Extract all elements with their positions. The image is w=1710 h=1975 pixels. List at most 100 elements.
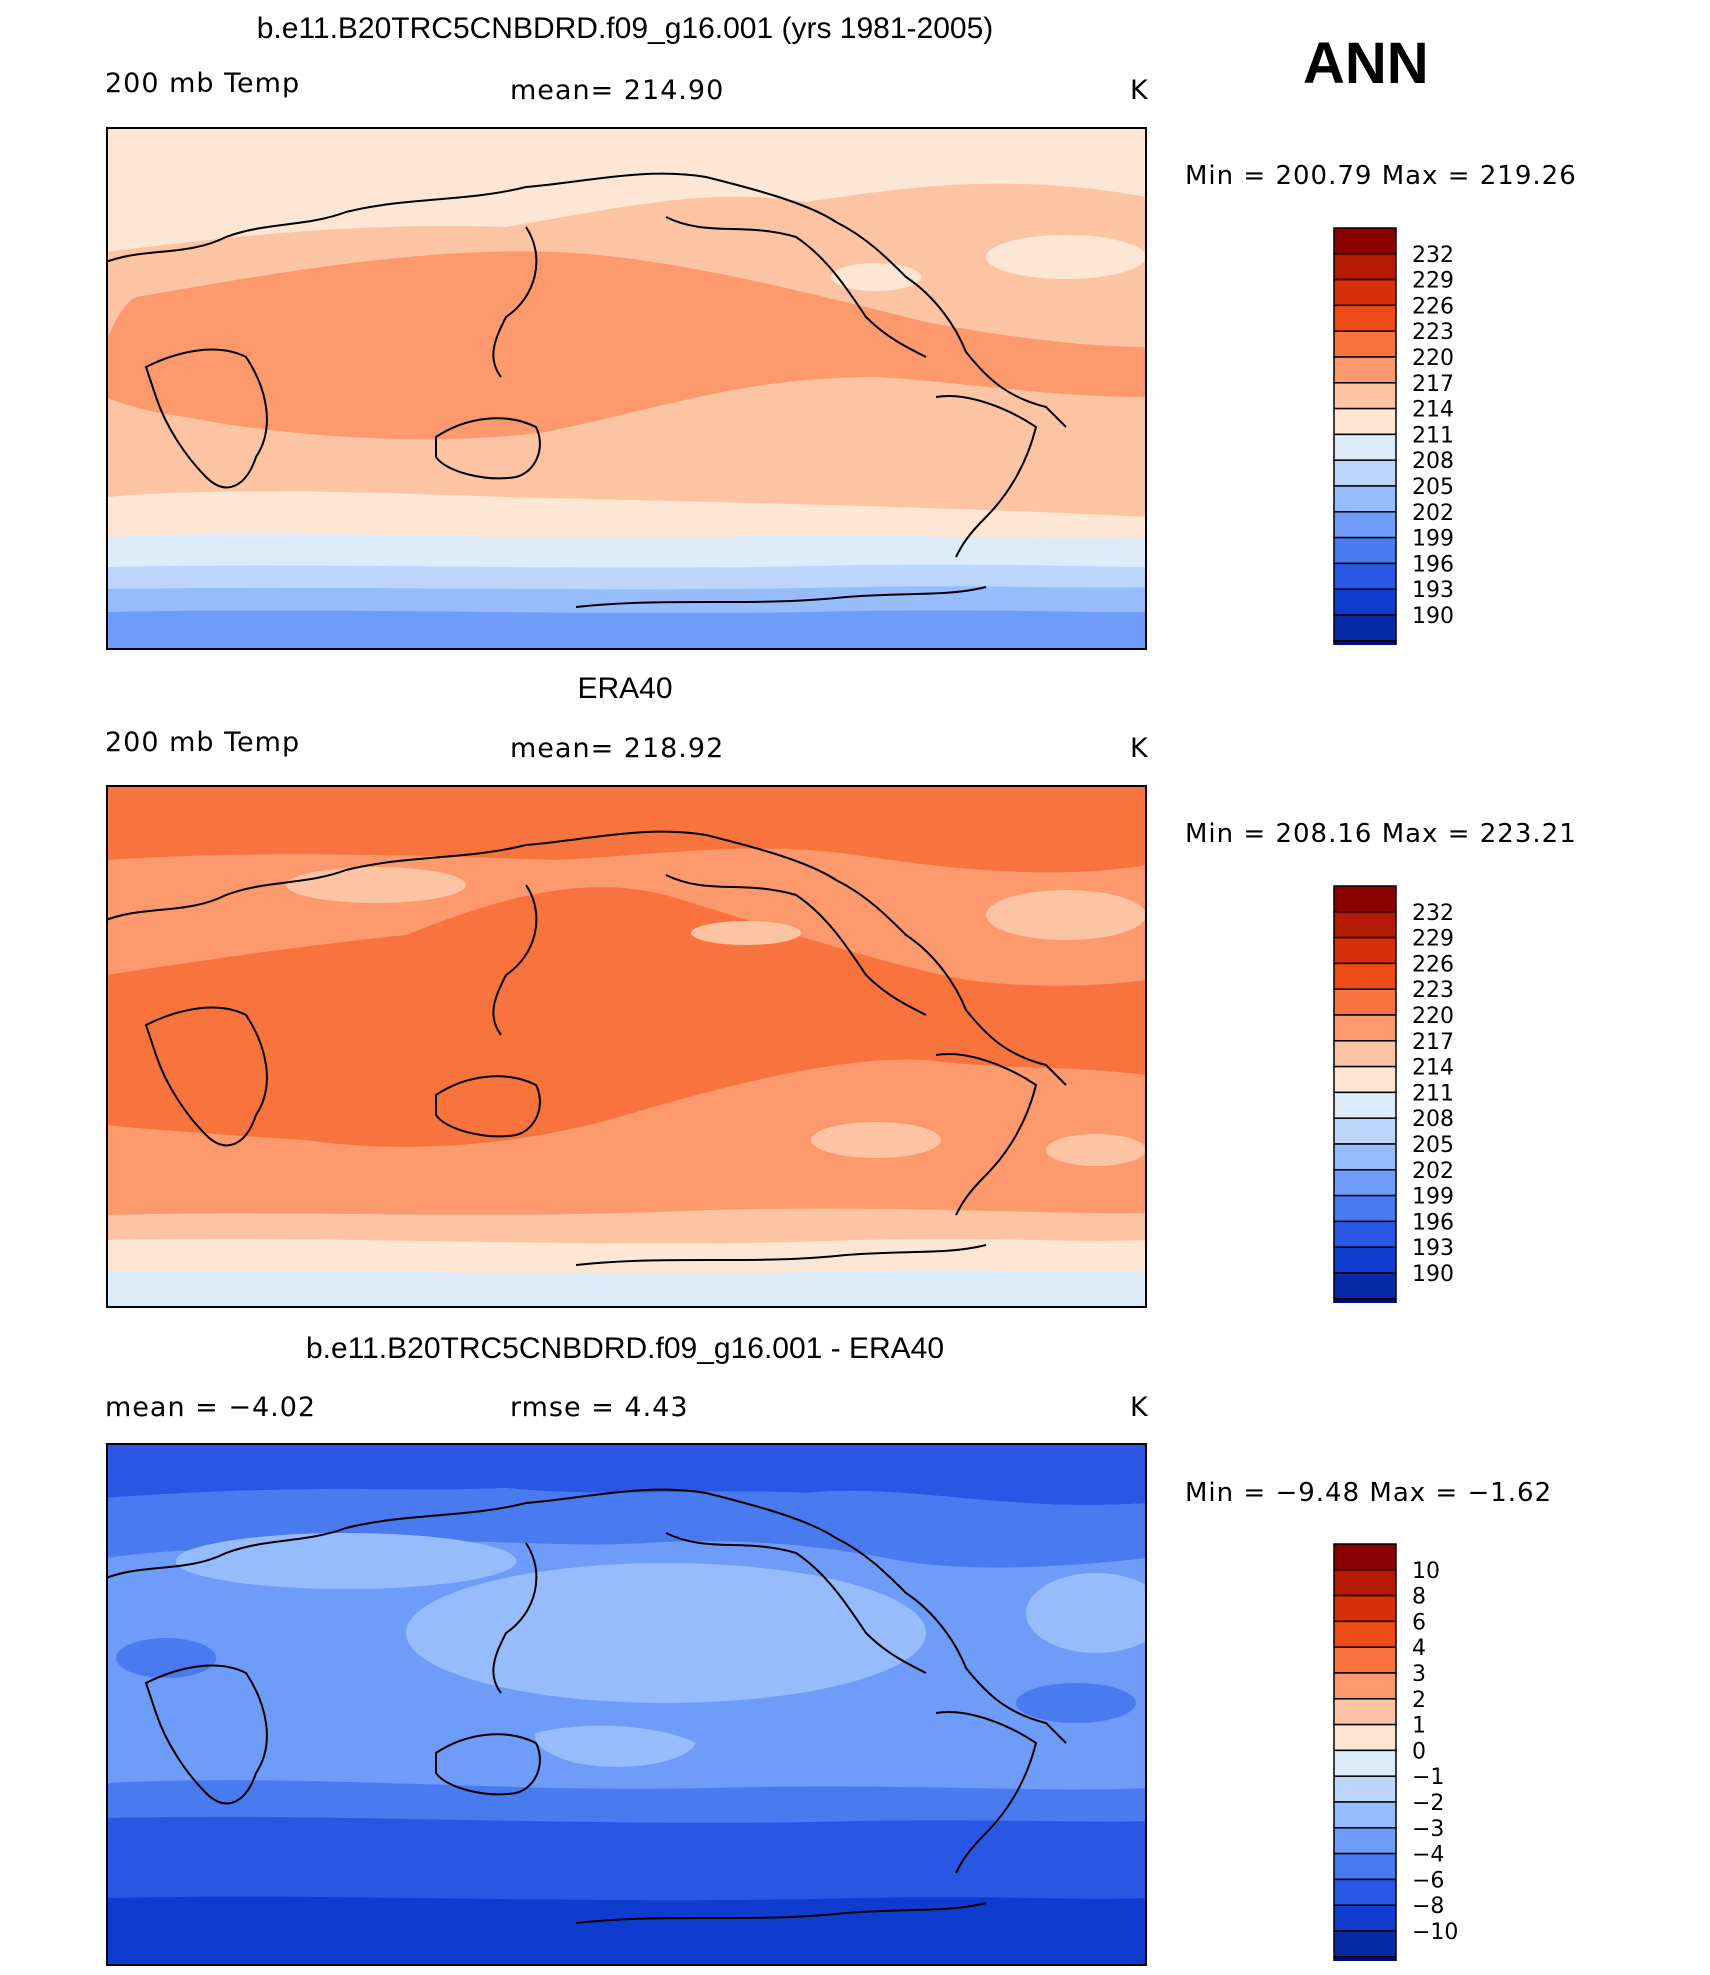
panel-3-mean-label: mean = −4.02 bbox=[105, 1392, 317, 1423]
panel-3-minmax: Min = −9.48 Max = −1.62 bbox=[1185, 1478, 1553, 1508]
panel-1-coastlines bbox=[106, 172, 1067, 608]
panel-3-colorbar-boxes bbox=[1333, 1543, 1397, 1961]
panel-1-colorbar-boxes bbox=[1333, 227, 1397, 645]
panel-3-units-label: K bbox=[1130, 1392, 1149, 1423]
colorbar-tick-label: −3 bbox=[1412, 1817, 1444, 1842]
colorbar-tick-label: 208 bbox=[1412, 1107, 1454, 1132]
panel-2-field-blob bbox=[286, 867, 466, 903]
panel-3-field-blob bbox=[176, 1533, 516, 1589]
colorbar-box bbox=[1333, 1801, 1397, 1829]
colorbar-tick-label: 4 bbox=[1412, 1636, 1426, 1661]
colorbar-box bbox=[1333, 988, 1397, 1016]
colorbar-box bbox=[1333, 459, 1397, 487]
colorbar-box bbox=[1333, 1646, 1397, 1674]
colorbar-tick-label: 193 bbox=[1412, 578, 1454, 603]
colorbar-box bbox=[1333, 1220, 1397, 1248]
colorbar-tick-label: 190 bbox=[1412, 1262, 1454, 1287]
colorbar-tick-label: −2 bbox=[1412, 1791, 1444, 1816]
colorbar-box bbox=[1333, 1014, 1397, 1042]
colorbar-tick-label: 217 bbox=[1412, 372, 1454, 397]
colorbar-tick-label: −4 bbox=[1412, 1843, 1444, 1868]
colorbar-box bbox=[1333, 885, 1397, 913]
colorbar-box bbox=[1333, 1091, 1397, 1119]
colorbar-tick-label: 232 bbox=[1412, 243, 1454, 268]
colorbar-tick-label: 0 bbox=[1412, 1739, 1426, 1764]
colorbar-box bbox=[1333, 382, 1397, 410]
panel-2-field-blob bbox=[691, 921, 801, 945]
colorbar-box bbox=[1333, 485, 1397, 513]
colorbar-box bbox=[1333, 1672, 1397, 1700]
panel-1-minmax: Min = 200.79 Max = 219.26 bbox=[1185, 161, 1577, 191]
colorbar-box bbox=[1333, 1723, 1397, 1752]
colorbar-tick-label: 6 bbox=[1412, 1610, 1426, 1635]
colorbar-tick-label: 226 bbox=[1412, 294, 1454, 319]
colorbar-box bbox=[1333, 1117, 1397, 1145]
colorbar-tick-label: 223 bbox=[1412, 978, 1454, 1003]
panel-2-map-frame bbox=[106, 785, 1147, 1308]
panel-1-colorbar: 2322292262232202172142112082052021991961… bbox=[1333, 227, 1454, 645]
colorbar-box bbox=[1333, 1827, 1397, 1855]
colorbar-tick-label: 199 bbox=[1412, 527, 1454, 552]
panel-1-colorbar-labels: 2322292262232202172142112082052021991961… bbox=[1412, 243, 1454, 629]
panel-1-map bbox=[106, 127, 1147, 650]
colorbar-tick-label: −10 bbox=[1412, 1920, 1458, 1945]
colorbar-box bbox=[1333, 936, 1397, 965]
colorbar-box bbox=[1333, 1904, 1397, 1932]
colorbar-box bbox=[1333, 511, 1397, 539]
panel-1-band-tropics bbox=[106, 251, 1147, 440]
colorbar-box bbox=[1333, 1852, 1397, 1881]
panel-1-band-antarctica bbox=[106, 610, 1147, 650]
colorbar-tick-label: 205 bbox=[1412, 1133, 1454, 1158]
panel-2-colorbar-boxes bbox=[1333, 885, 1397, 1303]
panel-3-map bbox=[106, 1443, 1147, 1966]
panel-2-minmax: Min = 208.16 Max = 223.21 bbox=[1185, 819, 1577, 849]
colorbar-box bbox=[1333, 1569, 1397, 1597]
colorbar-box bbox=[1333, 1298, 1397, 1303]
colorbar-box bbox=[1333, 330, 1397, 358]
colorbar-tick-label: 229 bbox=[1412, 927, 1454, 952]
colorbar-tick-label: 226 bbox=[1412, 952, 1454, 977]
colorbar-box bbox=[1333, 1930, 1397, 1958]
colorbar-box bbox=[1333, 356, 1397, 384]
colorbar-tick-label: 8 bbox=[1412, 1585, 1426, 1610]
colorbar-box bbox=[1333, 614, 1397, 642]
colorbar-tick-label: −1 bbox=[1412, 1765, 1444, 1790]
colorbar-box bbox=[1333, 911, 1397, 939]
panel-2-band-arctic bbox=[106, 785, 1147, 873]
colorbar-tick-label: 193 bbox=[1412, 1236, 1454, 1261]
colorbar-box bbox=[1333, 1775, 1397, 1803]
panel-3-band-north-mid bbox=[106, 1488, 1147, 1568]
colorbar-tick-label: −6 bbox=[1412, 1868, 1444, 1893]
panel-1-field-blob bbox=[986, 235, 1146, 279]
colorbar-tick-label: 202 bbox=[1412, 501, 1454, 526]
colorbar-tick-label: 232 bbox=[1412, 901, 1454, 926]
colorbar-box bbox=[1333, 1246, 1397, 1274]
colorbar-tick-label: 199 bbox=[1412, 1185, 1454, 1210]
panel-1-variable-label: 200 mb Temp bbox=[105, 68, 301, 99]
panel-2-band-antarctica bbox=[106, 1270, 1147, 1308]
colorbar-tick-label: 208 bbox=[1412, 449, 1454, 474]
colorbar-box bbox=[1333, 433, 1397, 461]
panel-1-mean-label: mean= 214.90 bbox=[510, 75, 725, 106]
panel-2-map bbox=[106, 785, 1147, 1308]
panel-3-band-antarctica bbox=[106, 1896, 1147, 1966]
colorbar-box bbox=[1333, 1749, 1397, 1777]
panel-2-field-blob bbox=[1046, 1134, 1146, 1166]
colorbar-tick-label: 229 bbox=[1412, 269, 1454, 294]
colorbar-box bbox=[1333, 227, 1397, 255]
panel-3-coastlines bbox=[106, 1488, 1067, 1924]
colorbar-tick-label: 3 bbox=[1412, 1662, 1426, 1687]
colorbar-tick-label: 217 bbox=[1412, 1030, 1454, 1055]
panel-1-map-frame bbox=[106, 127, 1147, 650]
panel-3-map-frame bbox=[106, 1443, 1147, 1966]
colorbar-box bbox=[1333, 1169, 1397, 1197]
colorbar-tick-label: 205 bbox=[1412, 475, 1454, 500]
colorbar-box bbox=[1333, 1698, 1397, 1726]
colorbar-tick-label: 211 bbox=[1412, 423, 1454, 448]
colorbar-box bbox=[1333, 1620, 1397, 1648]
colorbar-tick-label: 196 bbox=[1412, 1210, 1454, 1235]
colorbar-box bbox=[1333, 962, 1397, 990]
panel-1-units-label: K bbox=[1130, 75, 1149, 106]
